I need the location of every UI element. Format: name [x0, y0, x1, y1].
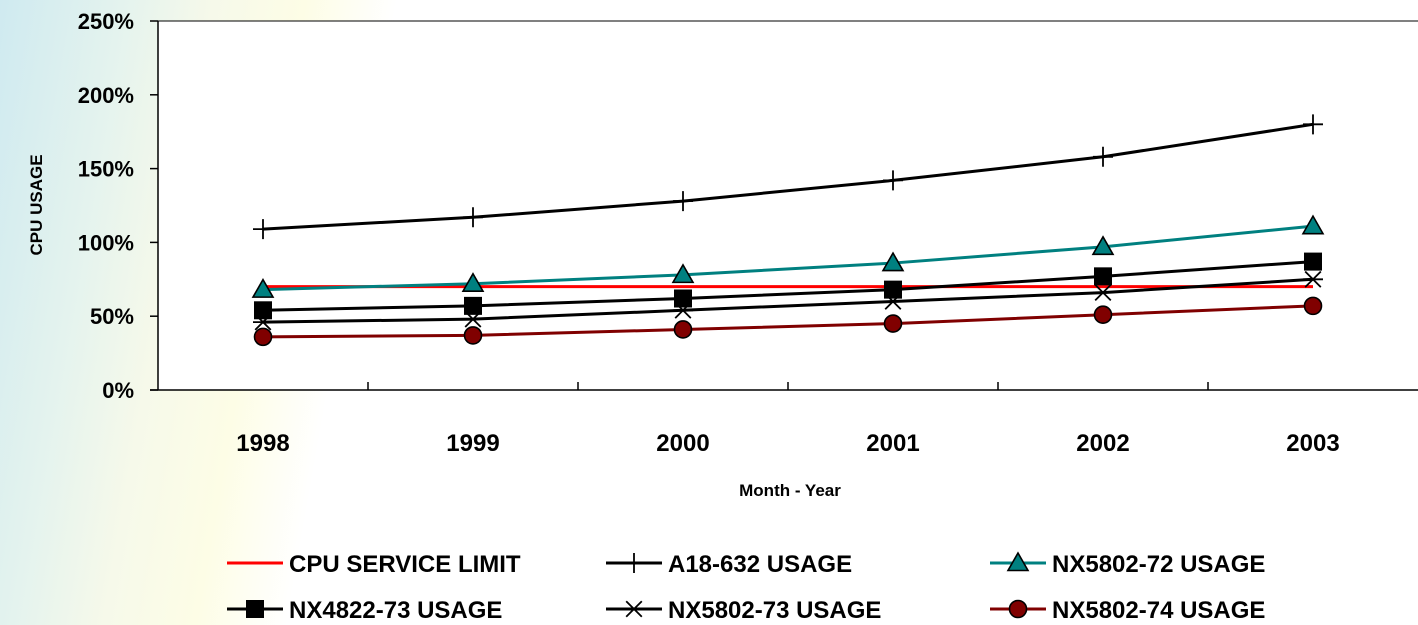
data-point-square — [1304, 252, 1322, 271]
data-point-asterisk — [463, 310, 483, 328]
x-tick-label: 1998 — [236, 430, 289, 457]
y-axis-title: CPU USAGE — [27, 154, 46, 255]
data-point-square — [464, 296, 482, 315]
legend-marker-triangle — [1006, 551, 1030, 572]
y-tick-label: 50% — [90, 304, 134, 329]
legend-label: A18-632 USAGE — [668, 551, 852, 578]
data-point-square — [884, 280, 902, 299]
x-axis: 1998 1999 2000 2001 2002 2003 — [150, 382, 1418, 457]
legend-marker-asterisk — [624, 600, 644, 618]
x-axis-title: Month - Year — [739, 481, 841, 500]
data-point-circle — [1303, 296, 1323, 316]
y-tick-label: 250% — [78, 9, 134, 34]
legend-label: NX5802-74 USAGE — [1052, 597, 1265, 624]
data-point-triangle — [1091, 235, 1115, 256]
data-point-square — [674, 289, 692, 308]
data-point-asterisk — [1093, 284, 1113, 302]
data-point-triangle — [461, 272, 485, 293]
series-line — [262, 277, 1314, 324]
x-tick-label: 2001 — [866, 430, 919, 457]
data-point-asterisk — [253, 313, 273, 331]
data-point-circle — [463, 326, 483, 345]
data-point-square — [254, 301, 272, 320]
legend-item: A18-632 USAGE — [606, 551, 852, 578]
data-point-plus — [1303, 114, 1323, 135]
data-point-plus — [673, 191, 693, 212]
series-line — [262, 260, 1314, 312]
legend-item: NX4822-73 USAGE — [227, 597, 502, 624]
legend-label: NX5802-72 USAGE — [1052, 551, 1265, 578]
data-point-plus — [1093, 146, 1113, 167]
series-a18-632-usage — [253, 114, 1323, 240]
data-point-plus — [253, 219, 273, 240]
x-tick-label: 1999 — [446, 430, 499, 457]
data-point-triangle — [881, 251, 905, 272]
data-point-asterisk — [673, 301, 693, 319]
y-tick-label: 200% — [78, 83, 134, 108]
legend-marker-circle — [1008, 599, 1028, 619]
data-point-triangle — [251, 278, 275, 298]
data-point-circle — [673, 320, 693, 339]
data-point-square — [1094, 267, 1112, 286]
legend-item: NX5802-73 USAGE — [606, 597, 881, 624]
legend: CPU SERVICE LIMIT A18-632 USAGE NX5802-72 … — [227, 551, 1265, 624]
series-line — [262, 304, 1314, 339]
x-tick-label: 2002 — [1076, 430, 1129, 457]
legend-label: NX4822-73 USAGE — [289, 597, 502, 624]
y-tick-label: 100% — [78, 230, 134, 255]
legend-item: NX5802-74 USAGE — [990, 597, 1265, 624]
legend-marker-square — [246, 600, 264, 618]
series-layer — [251, 114, 1325, 347]
data-point-triangle — [671, 263, 695, 284]
data-point-circle — [1093, 305, 1113, 325]
series-nx5802-74-usage — [253, 296, 1323, 347]
data-point-triangle — [1301, 214, 1325, 235]
series-nx5802-72-usage — [251, 214, 1325, 298]
data-point-circle — [253, 327, 273, 347]
data-point-plus — [883, 170, 903, 191]
series-nx4822-73-usage — [254, 252, 1322, 320]
series-line — [262, 122, 1314, 231]
legend-marker-plus — [624, 553, 644, 573]
legend-label: NX5802-73 USAGE — [668, 597, 881, 624]
legend-item: NX5802-72 USAGE — [990, 551, 1265, 578]
legend-item: CPU SERVICE LIMIT — [227, 551, 521, 578]
series-nx5802-73-usage — [253, 270, 1323, 331]
data-point-plus — [463, 207, 483, 228]
plot-area — [158, 21, 1418, 390]
legend-label: CPU SERVICE LIMIT — [289, 551, 521, 578]
y-tick-label: 0% — [102, 378, 134, 403]
y-axis: 0% 50% 100% 150% 200% 250% — [78, 9, 1418, 403]
x-tick-label: 2000 — [656, 430, 709, 457]
x-tick-label: 2003 — [1286, 430, 1339, 457]
y-tick-label: 150% — [78, 157, 134, 182]
series-line — [262, 224, 1314, 292]
data-point-circle — [883, 314, 903, 333]
data-point-asterisk — [883, 293, 903, 310]
data-point-asterisk — [1303, 270, 1323, 288]
